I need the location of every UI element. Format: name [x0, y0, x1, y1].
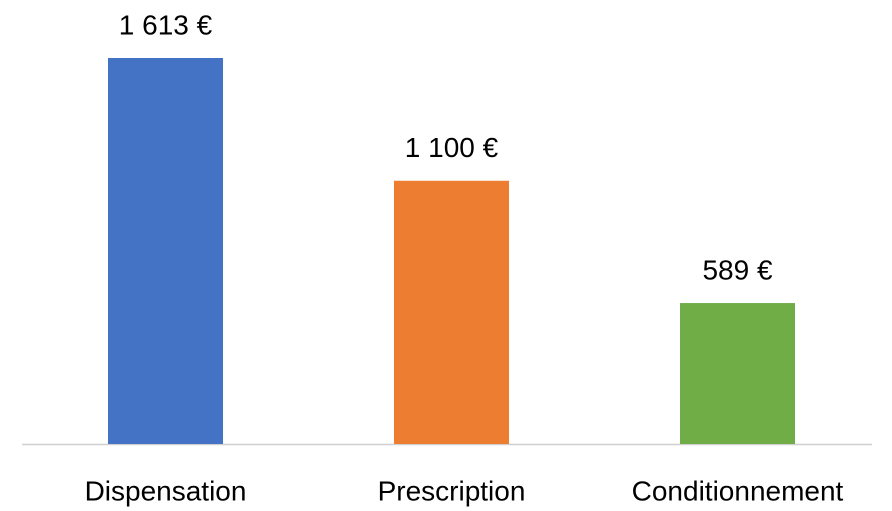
- bar: [680, 303, 795, 444]
- bar: [108, 58, 223, 444]
- value-label: 589 €: [702, 254, 772, 285]
- x-tick-label: Dispensation: [85, 475, 247, 506]
- value-label: 1 613 €: [119, 9, 213, 40]
- x-tick-label: Conditionnement: [632, 475, 844, 506]
- value-label: 1 100 €: [405, 132, 499, 163]
- x-tick-label: Prescription: [378, 475, 526, 506]
- bar: [394, 180, 509, 444]
